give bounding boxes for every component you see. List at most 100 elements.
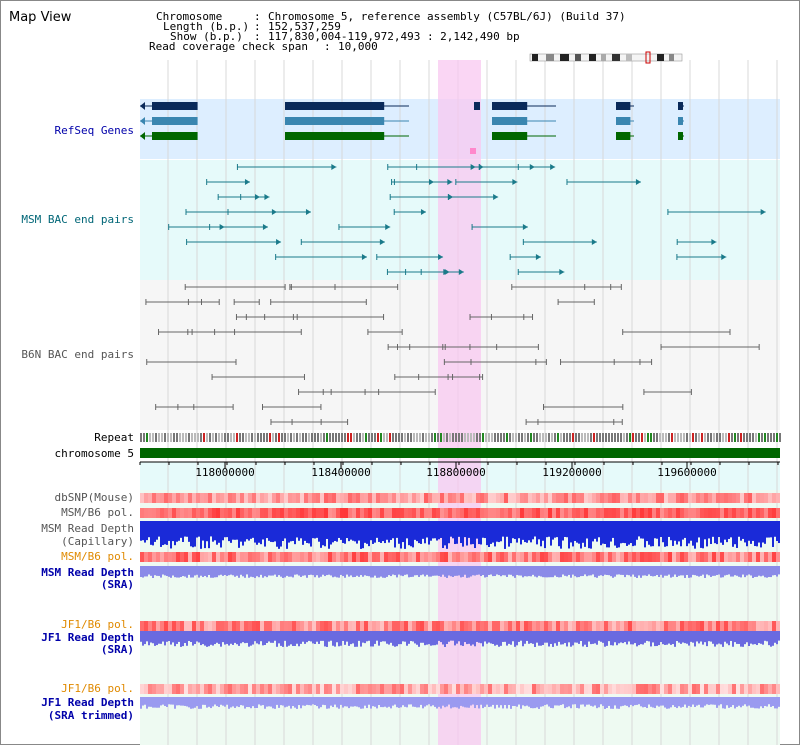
track-label-msm-b6-pol-2[interactable]: MSM/B6 pol.	[61, 550, 134, 563]
msm-depth-sra-bar	[188, 566, 190, 575]
jf1-depth-sra-bar	[314, 631, 316, 645]
dbsnp-heat-cell	[432, 493, 436, 503]
track-label-msm-depth-sra[interactable]: MSM Read Depth	[41, 566, 134, 579]
track-label-dbsnp[interactable]: dbSNP(Mouse)	[54, 491, 134, 504]
msm-depth-sra-bar	[566, 566, 568, 577]
msm-b6-pol-heat-cell	[596, 552, 600, 562]
jf1-b6-pol-heat-cell	[520, 621, 524, 631]
track-label-jf1-b6-pol-2[interactable]: JF1/B6 pol.	[61, 682, 134, 695]
msm-depth-sra-bar	[234, 566, 236, 577]
jf1-b6-pol-heat-cell	[344, 684, 348, 694]
msm-depth-sra-bar	[168, 566, 170, 577]
jf1-depth-sra-bar	[268, 631, 270, 642]
jf1-b6-pol-heat-cell	[292, 684, 296, 694]
msm-depth-cap-bar	[670, 521, 672, 541]
msm-depth-sra-bar	[272, 566, 274, 576]
msm-b6-pol-heat-cell	[728, 508, 732, 518]
msm-b6-pol-heat-cell	[276, 552, 280, 562]
repeat-element	[659, 433, 661, 442]
track-label-jf1-depth-sra[interactable]: JF1 Read Depth	[41, 631, 134, 644]
msm-depth-sra-bar	[296, 566, 298, 575]
jf1-depth-sra-bar	[178, 631, 180, 642]
msm-bac-end-arrow	[331, 164, 337, 170]
jf1-b6-pol-heat-cell	[384, 621, 388, 631]
msm-b6-pol-heat-cell	[668, 508, 672, 518]
jf1-depth-sra-bar	[590, 631, 592, 645]
jf1-b6-pol-heat-cell	[648, 684, 652, 694]
msm-b6-pol-heat-cell	[548, 552, 552, 562]
dbsnp-heat-cell	[376, 493, 380, 503]
msm-depth-sra-bar	[214, 566, 216, 578]
dbsnp-heat-cell	[436, 493, 440, 503]
repeat-element	[464, 433, 466, 442]
jf1-depth-sra-bar	[534, 631, 536, 647]
dbsnp-heat-cell	[660, 493, 664, 503]
msm-depth-sra-bar	[468, 566, 470, 578]
track-label-jf1-b6-pol[interactable]: JF1/B6 pol.	[61, 618, 134, 631]
msm-depth-cap-bar	[176, 521, 178, 542]
repeat-element	[143, 433, 145, 442]
ideogram-position-marker	[645, 51, 651, 64]
repeat-element	[305, 433, 307, 442]
track-label-chromosome[interactable]: chromosome 5	[54, 447, 134, 460]
msm-depth-sra-bar	[488, 566, 490, 575]
msm-b6-pol-heat-cell	[504, 508, 508, 518]
jf1-depth-sra-bar	[490, 631, 492, 644]
msm-b6-pol-heat-cell	[332, 552, 336, 562]
jf1-depth-sra-bar	[572, 631, 574, 646]
dbsnp-heat-cell	[208, 493, 212, 503]
jf1-b6-pol-heat-cell	[456, 684, 460, 694]
repeat-element	[674, 433, 676, 442]
repeat-element	[158, 433, 160, 442]
ideogram-band	[546, 54, 554, 61]
dbsnp-heat-cell	[344, 493, 348, 503]
dbsnp-heat-cell	[180, 493, 184, 503]
jf1-b6-pol-heat-cell	[288, 684, 292, 694]
msm-b6-pol-heat-cell	[368, 508, 372, 518]
jf1-b6-pol-heat-cell	[340, 621, 344, 631]
jf1-depth-trim-bar	[686, 697, 688, 708]
msm-depth-sra-bar	[626, 566, 628, 575]
track-label-b6n-bac[interactable]: B6N BAC end pairs	[21, 348, 134, 361]
jf1-depth-trim-bar	[466, 697, 468, 708]
msm-depth-sra-bar	[710, 566, 712, 577]
track-label-msm-depth-cap[interactable]: MSM Read Depth	[41, 522, 134, 535]
jf1-b6-pol-heat-cell	[360, 621, 364, 631]
track-label-msm-bac[interactable]: MSM BAC end pairs	[21, 213, 134, 226]
track-label-jf1-depth-trim[interactable]: JF1 Read Depth	[41, 696, 134, 709]
jf1-depth-trim-bar	[186, 697, 188, 707]
jf1-b6-pol-heat-cell	[336, 621, 340, 631]
jf1-b6-pol-heat-cell	[512, 621, 516, 631]
msm-b6-pol-heat-cell	[696, 552, 700, 562]
msm-depth-cap-bar	[354, 521, 356, 542]
jf1-b6-pol-heat-cell	[732, 684, 736, 694]
msm-depth-cap-bar	[322, 521, 324, 546]
track-label-repeat[interactable]: Repeat	[94, 431, 134, 444]
track-label-msm-b6-pol[interactable]: MSM/B6 pol.	[61, 506, 134, 519]
msm-depth-sra-bar	[328, 566, 330, 575]
jf1-depth-trim-bar	[636, 697, 638, 705]
msm-depth-cap-bar	[718, 521, 720, 538]
msm-depth-cap-bar	[736, 521, 738, 548]
track-label-refseq[interactable]: RefSeq Genes	[54, 124, 134, 137]
msm-depth-sra-bar	[232, 566, 234, 576]
msm-depth-sra-bar	[454, 566, 456, 576]
msm-b6-pol-heat-cell	[316, 552, 320, 562]
msm-depth-cap-bar	[286, 521, 288, 549]
msm-b6-pol-heat-cell	[452, 552, 456, 562]
msm-depth-sra-bar	[146, 566, 148, 577]
msm-depth-cap-bar	[318, 521, 320, 542]
msm-depth-cap-bar	[478, 521, 480, 545]
msm-b6-pol-heat-cell	[216, 508, 220, 518]
jf1-depth-trim-bar	[452, 697, 454, 708]
jf1-depth-trim-bar	[192, 697, 194, 709]
repeat-element	[773, 433, 775, 442]
jf1-depth-trim-bar	[200, 697, 202, 709]
dbsnp-heat-cell	[620, 493, 624, 503]
msm-depth-cap-bar	[498, 521, 500, 543]
jf1-depth-sra-bar	[252, 631, 254, 645]
gene-strand-arrow	[285, 132, 290, 140]
jf1-depth-trim-bar	[430, 697, 432, 707]
jf1-depth-trim-bar	[332, 697, 334, 708]
msm-depth-cap-bar	[554, 521, 556, 538]
